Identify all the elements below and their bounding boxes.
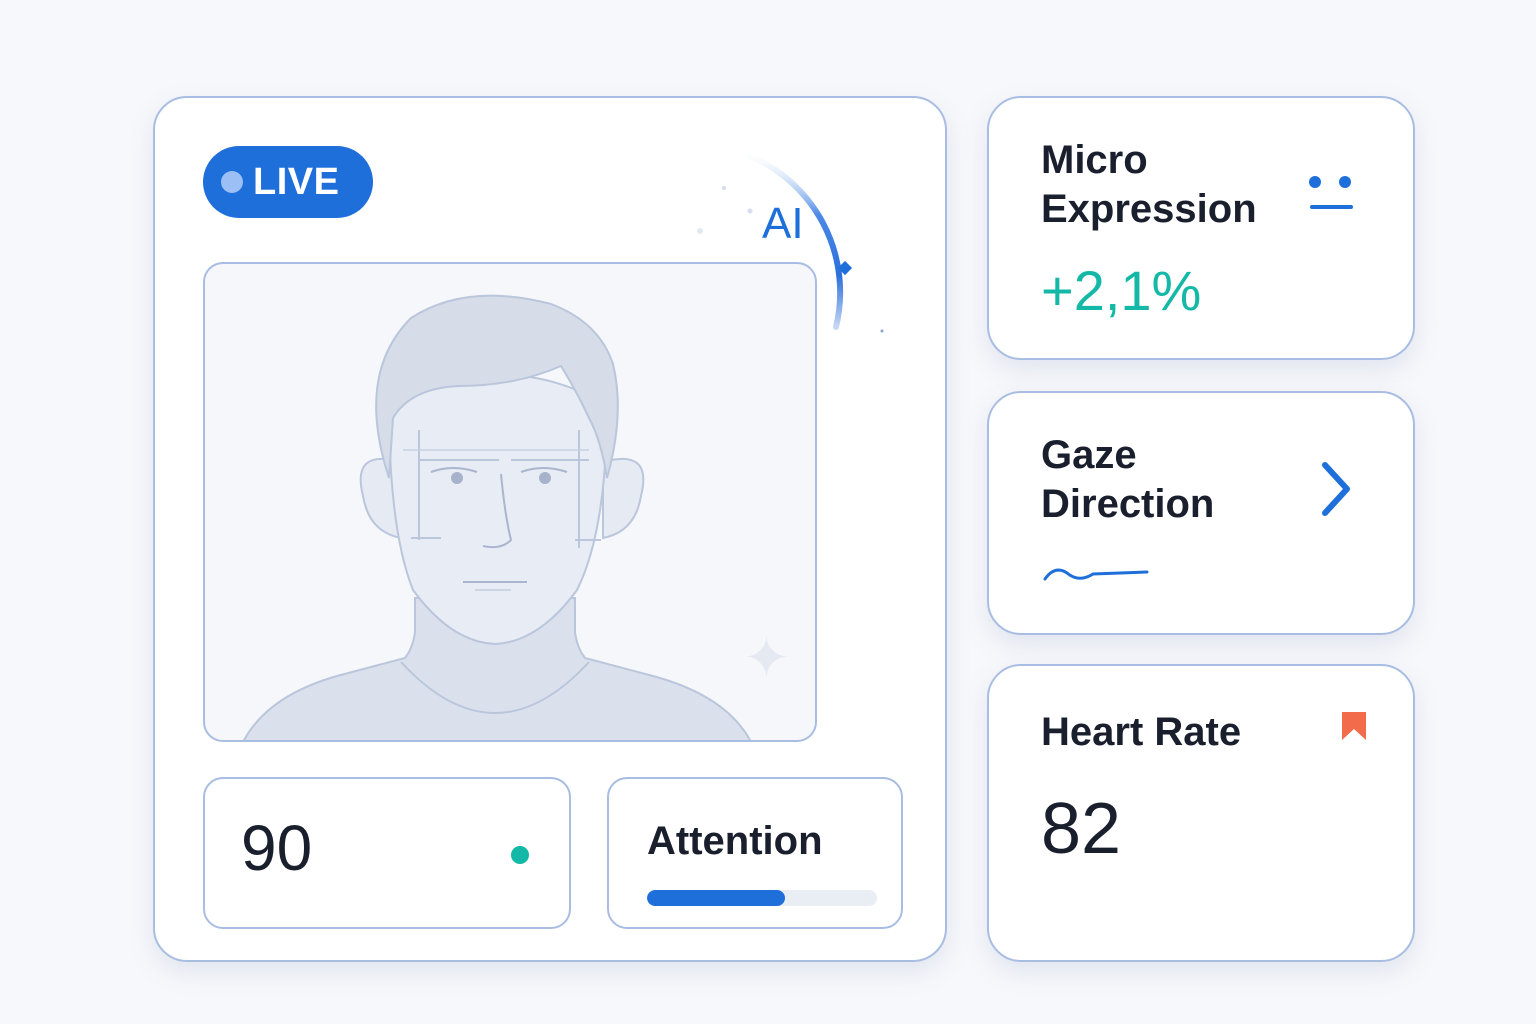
score-value: 90 [241, 812, 313, 884]
micro-expression-title: Micro Expression [1041, 138, 1257, 231]
live-analysis-panel: LIVE AI [153, 96, 947, 962]
attention-tile: Attention [607, 777, 903, 929]
gaze-direction-title: Gaze Direction [1041, 433, 1215, 526]
bookmark-icon [1342, 712, 1366, 740]
score-tile: 90 [203, 777, 571, 929]
heart-rate-title: Heart Rate [1041, 710, 1242, 754]
live-indicator-dot [221, 171, 243, 193]
chevron-right-icon[interactable] [1317, 459, 1357, 521]
sparkle-icon: ✦ [743, 626, 790, 689]
face-portrait-icon [242, 294, 751, 740]
gaze-direction-card[interactable]: Gaze Direction [987, 391, 1415, 635]
neutral-face-icon [1309, 176, 1353, 209]
live-badge: LIVE [203, 146, 373, 218]
ai-label: AI [762, 199, 804, 248]
attention-label: Attention [647, 819, 823, 863]
wave-trace-icon [1043, 568, 1149, 581]
micro-expression-card[interactable]: Micro Expression +2,1% [987, 96, 1415, 360]
attention-progress-fill [647, 890, 785, 906]
attention-progress-bar [647, 890, 877, 906]
status-dot [511, 846, 529, 864]
live-label: LIVE [253, 160, 340, 203]
video-feed [203, 262, 817, 742]
micro-expression-delta: +2,1% [1041, 259, 1202, 322]
heart-rate-value: 82 [1041, 789, 1122, 869]
heart-rate-card[interactable]: Heart Rate 82 [987, 664, 1415, 962]
